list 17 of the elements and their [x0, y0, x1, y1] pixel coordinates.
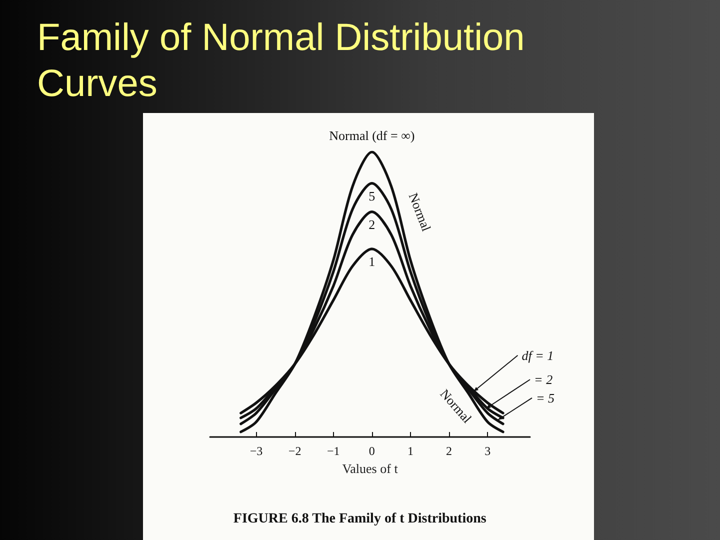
x-tick-label: 0 — [368, 444, 375, 458]
series-label: Normal (df = ∞) — [329, 128, 415, 143]
annotation: = 5 — [536, 390, 556, 406]
x-tick-label: 2 — [446, 444, 452, 458]
chart-title: Family of Normal Distribution Curves — [37, 17, 536, 105]
annotation: df = 1 — [522, 348, 554, 363]
series-label: 1 — [368, 254, 376, 269]
x-tick-label: −2 — [288, 444, 302, 458]
x-axis-title: Values of t — [342, 460, 398, 476]
annotation: = 2 — [534, 372, 554, 387]
caption: FIGURE 6.8 The Family of t Distributions — [233, 512, 487, 526]
series-label: 2 — [368, 216, 376, 232]
x-tick-label: −1 — [326, 444, 340, 458]
x-tick-label: 1 — [407, 444, 414, 458]
x-tick-label: −3 — [250, 444, 263, 458]
series-label: 5 — [368, 188, 376, 204]
x-tick-label: 3 — [484, 444, 491, 458]
